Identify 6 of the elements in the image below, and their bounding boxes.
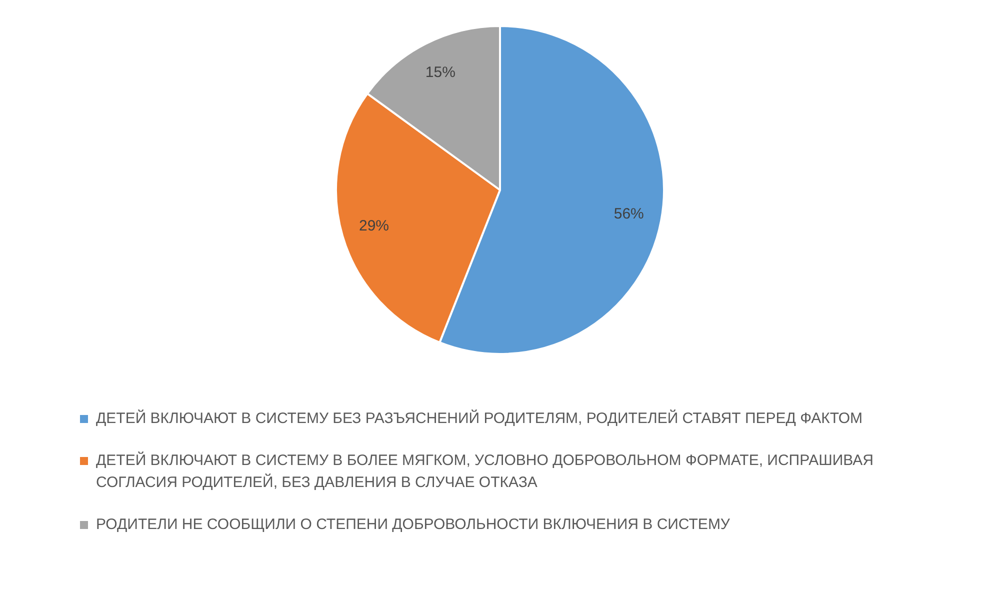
data-label: 15% — [425, 64, 456, 82]
data-label: 29% — [358, 218, 390, 235]
legend-label: ДЕТЕЙ ВКЛЮЧАЮТ В СИСТЕМУ В БОЛЕЕ МЯГКОМ, УСЛОВНО ДОБРОВОЛЬНОМ ФОРМАТЕ, ИСПРАШИВАЯ СОГЛАСИЯ РОДИТЕЛЕЙ, БЕЗ ДАВЛЕНИЯ В СЛУЧАЕ ОТКАЗА — [96, 450, 874, 493]
data-label: 56% — [614, 206, 644, 223]
legend-label: РОДИТЕЛИ НЕ СООБЩИЛИ О СТЕПЕНИ ДОБРОВОЛЬНОСТИ ВКЛЮЧЕНИЯ В СИСТЕМУ — [96, 515, 730, 535]
legend-label: ДЕТЕЙ ВКЛЮЧАЮТ В СИСТЕМУ БЕЗ РАЗЪЯСНЕНИЙ РОДИТЕЛЯМ, РОДИТЕЛЕЙ СТАВЯТ ПЕРЕД ФАКТОМ — [96, 408, 863, 429]
